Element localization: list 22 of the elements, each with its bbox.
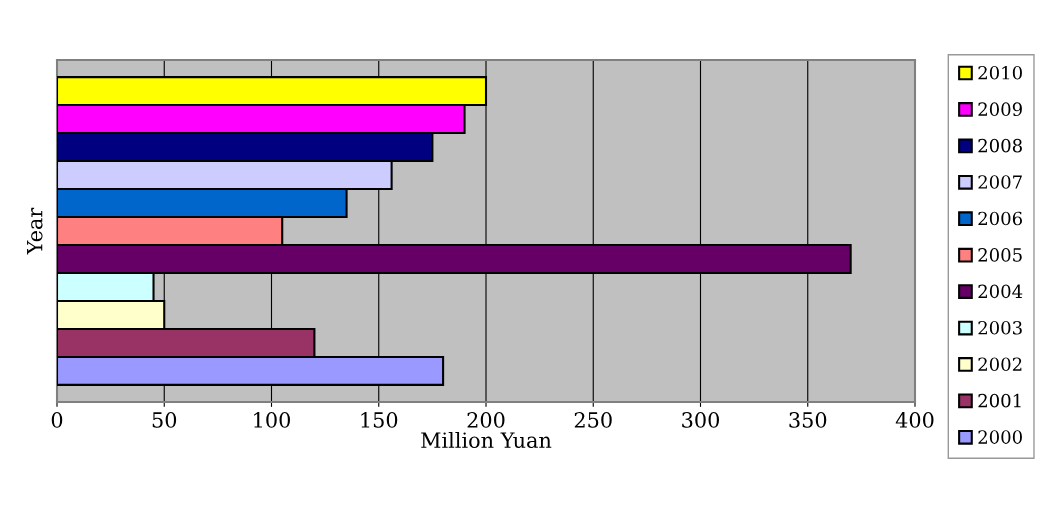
y-axis-title: Year <box>27 207 43 255</box>
legend-label: 2001 <box>978 393 1021 408</box>
legend-label: 2010 <box>978 65 1022 80</box>
legend-label: 2008 <box>978 138 1022 153</box>
legend-label: 2006 <box>978 211 1022 226</box>
x-tick-label: 200 <box>467 412 505 428</box>
x-tick-label: 0 <box>51 412 63 428</box>
x-tick-label: 100 <box>254 412 290 428</box>
legend-label: 2000 <box>978 430 1022 444</box>
x-tick-label: 300 <box>682 412 719 428</box>
legend-label: 2003 <box>978 320 1022 335</box>
legend-label: 2005 <box>978 248 1022 262</box>
x-tick-label: 250 <box>574 412 612 428</box>
x-tick-label: 350 <box>789 412 827 428</box>
legend-label: 2007 <box>978 175 1022 189</box>
legend-label: 2002 <box>978 357 1022 372</box>
legend-label: 2009 <box>978 102 1022 117</box>
x-axis-title: Million Yuan <box>421 431 552 449</box>
legend-label: 2004 <box>978 284 1023 299</box>
x-tick-label: 400 <box>895 412 934 428</box>
x-tick-label: 50 <box>152 412 177 428</box>
x-tick-label: 150 <box>361 412 398 428</box>
